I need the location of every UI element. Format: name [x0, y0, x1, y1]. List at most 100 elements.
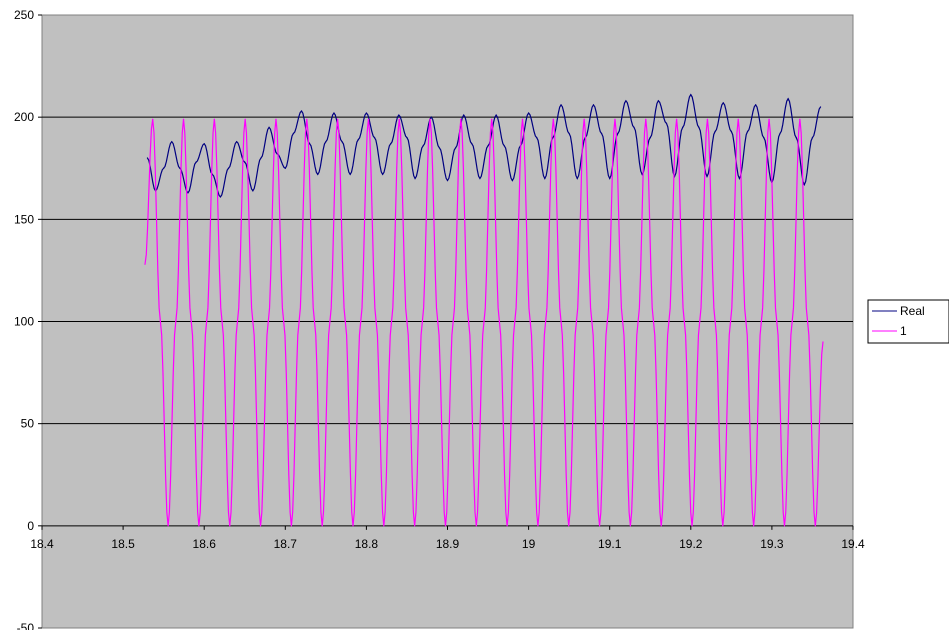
- legend-box: [867, 299, 949, 344]
- data-point: [787, 98, 789, 100]
- x-tick-label: 18.9: [436, 537, 460, 551]
- data-point: [163, 167, 165, 169]
- data-point: [475, 525, 477, 527]
- data-point: [375, 320, 377, 323]
- y-tick-label: 100: [14, 315, 34, 329]
- y-tick-label: -50: [17, 621, 35, 630]
- data-point: [349, 173, 351, 175]
- data-point: [491, 118, 493, 120]
- data-point: [463, 114, 465, 116]
- data-point: [309, 143, 311, 145]
- data-point: [521, 118, 524, 120]
- data-point: [429, 118, 431, 120]
- data-point: [746, 130, 749, 133]
- data-point: [722, 525, 724, 527]
- data-point: [421, 320, 423, 323]
- data-point: [779, 132, 781, 135]
- data-point: [682, 126, 684, 128]
- data-point: [455, 147, 457, 149]
- data-point: [691, 525, 693, 527]
- data-point: [706, 175, 708, 178]
- data-point: [321, 525, 323, 527]
- data-point: [383, 525, 385, 527]
- data-point: [668, 320, 670, 323]
- data-point: [406, 320, 408, 323]
- data-point: [446, 179, 449, 182]
- data-point: [187, 192, 189, 194]
- data-point: [676, 118, 678, 120]
- y-axis-ticks: -50 0 50 100 150 200 250: [14, 8, 42, 630]
- data-point: [236, 320, 239, 323]
- data-point: [495, 114, 497, 116]
- data-point: [487, 145, 489, 147]
- data-point: [803, 184, 805, 186]
- data-point: [382, 173, 384, 175]
- data-point: [498, 320, 500, 323]
- legend: Real 1: [867, 299, 949, 344]
- data-point: [367, 118, 370, 120]
- data-point: [171, 141, 173, 143]
- data-point: [298, 320, 300, 323]
- data-point: [259, 525, 262, 527]
- data-point: [722, 102, 724, 104]
- data-point: [195, 161, 197, 163]
- data-point: [683, 320, 685, 323]
- data-point: [244, 118, 246, 120]
- data-point: [190, 320, 192, 323]
- data-point: [657, 100, 659, 102]
- data-point: [179, 167, 181, 169]
- y-tick-label: 200: [14, 110, 34, 124]
- data-point: [414, 177, 416, 180]
- data-point: [325, 141, 327, 143]
- data-point: [606, 320, 608, 323]
- data-point: [344, 320, 346, 323]
- data-point: [649, 137, 651, 139]
- x-tick-label: 19.1: [598, 537, 622, 551]
- x-tick-label: 19.3: [760, 537, 784, 551]
- data-point: [795, 137, 797, 139]
- y-tick-label: 0: [27, 519, 34, 533]
- data-point: [398, 118, 400, 120]
- data-point: [529, 320, 531, 323]
- data-point: [206, 320, 208, 323]
- data-point: [398, 114, 400, 116]
- data-point: [544, 177, 546, 180]
- data-point: [645, 118, 647, 120]
- data-point: [444, 525, 447, 527]
- data-point: [460, 118, 462, 120]
- data-point: [317, 173, 319, 175]
- data-point: [760, 320, 762, 323]
- data-point: [390, 320, 393, 323]
- x-tick-label: 18.5: [111, 537, 135, 551]
- data-point: [745, 320, 747, 323]
- data-point: [406, 137, 408, 139]
- y-tick-label: 50: [21, 417, 35, 431]
- data-point: [203, 143, 205, 145]
- data-point: [614, 118, 616, 120]
- data-point: [283, 320, 285, 323]
- data-point: [545, 320, 547, 323]
- data-point: [637, 320, 639, 323]
- data-point: [146, 157, 149, 159]
- data-point: [152, 118, 154, 120]
- series-1: [144, 118, 824, 527]
- data-point: [617, 132, 619, 135]
- data-point: [337, 118, 339, 120]
- data-point: [341, 141, 343, 143]
- data-point: [633, 126, 635, 128]
- data-point: [552, 137, 554, 139]
- data-point: [560, 104, 562, 106]
- data-point: [536, 137, 538, 139]
- x-tick-label: 19.2: [679, 537, 703, 551]
- data-point: [783, 525, 786, 527]
- data-point: [583, 118, 585, 120]
- gridlines: [42, 116, 853, 425]
- data-point: [213, 118, 215, 120]
- data-point: [591, 320, 593, 323]
- data-point: [811, 137, 814, 139]
- data-point: [437, 320, 439, 323]
- data-point: [776, 320, 778, 323]
- data-point: [352, 525, 354, 527]
- data-point: [575, 320, 578, 323]
- data-point: [422, 145, 424, 147]
